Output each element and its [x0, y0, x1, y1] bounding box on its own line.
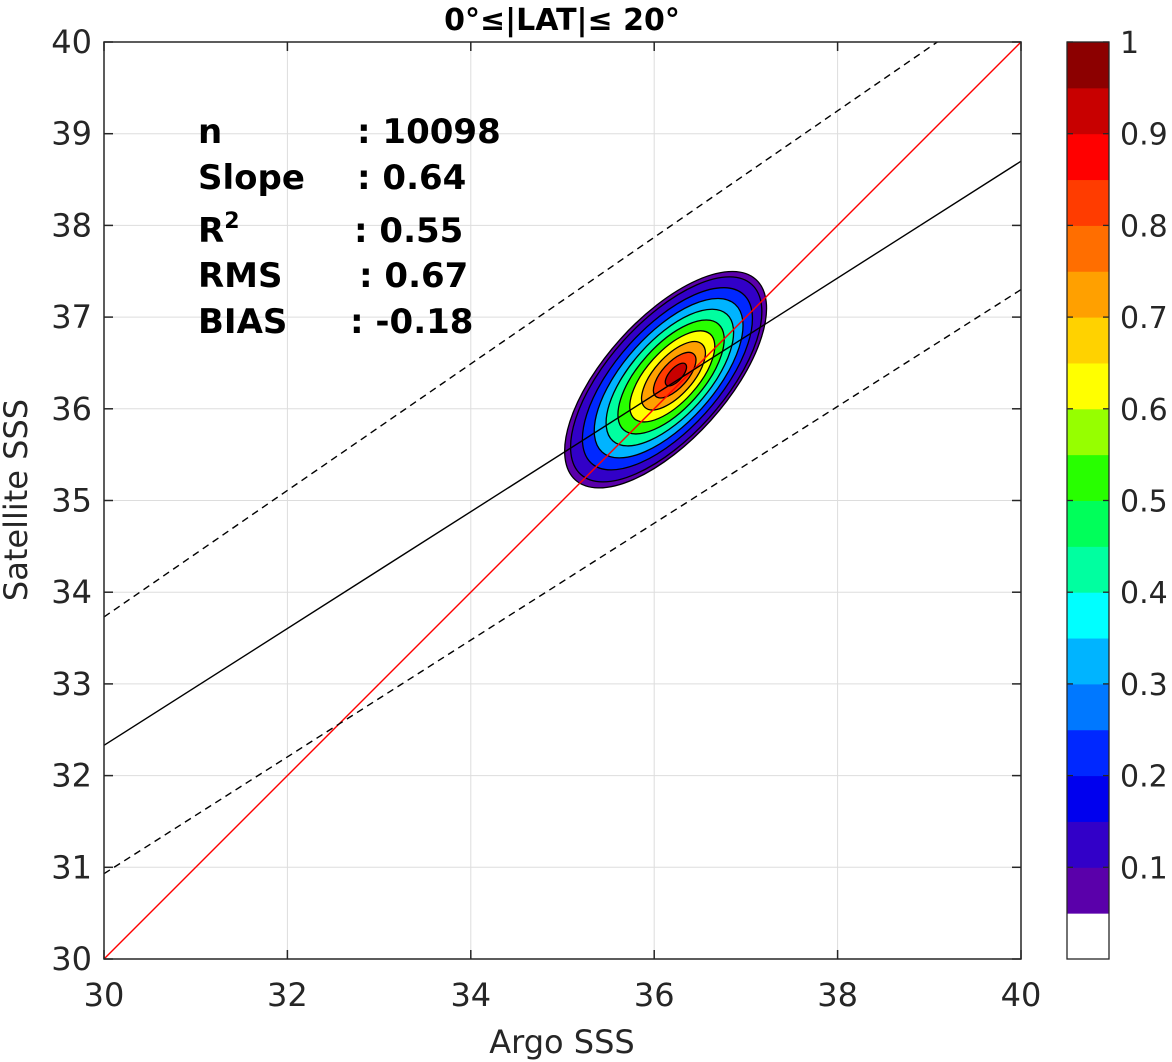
density-contours — [564, 270, 768, 489]
colorbar-segment — [1067, 867, 1109, 914]
y-axis-label: Satellite SSS — [0, 399, 35, 601]
colorbar-segment — [1067, 821, 1109, 868]
colorbar-tick-label: 1 — [1120, 26, 1139, 61]
x-tick-label: 30 — [84, 976, 125, 1014]
stat-label: RMS — [198, 256, 283, 296]
y-tick-label: 38 — [51, 206, 92, 244]
lower-bound-line — [104, 288, 1021, 875]
colorbar-segment — [1067, 913, 1109, 960]
colorbar-segment — [1067, 454, 1109, 501]
colorbar-segment — [1067, 87, 1109, 135]
y-tick-label: 39 — [51, 115, 92, 153]
colorbar-tick-label: 0.3 — [1120, 668, 1168, 703]
x-tick-label: 40 — [1001, 976, 1042, 1014]
colorbar-tick-label: 0.4 — [1120, 576, 1168, 611]
colorbar-segment — [1067, 775, 1109, 822]
y-tick-label: 37 — [51, 298, 92, 336]
colorbar-segment — [1067, 638, 1109, 685]
colorbar-tick-label: 0.2 — [1120, 760, 1168, 795]
upper-bound-line — [104, 42, 939, 618]
regression-line — [104, 160, 1021, 746]
colorbar-segment — [1067, 179, 1109, 226]
colorbar-segment — [1067, 317, 1109, 364]
colorbar-segment — [1067, 408, 1109, 456]
colorbar-segment — [1067, 592, 1109, 639]
colorbar: 0.1 0.2 0.3 0.4 0.5 0.6 0.7 0.8 0.9 1 — [1066, 26, 1168, 960]
y-tick-label: 31 — [51, 848, 92, 886]
stat-label: Slope — [198, 158, 305, 198]
colorbar-segment — [1067, 546, 1109, 593]
colorbar-tick-label: 0.8 — [1120, 209, 1168, 244]
colorbar-segment — [1067, 729, 1109, 777]
colorbar-segment — [1067, 683, 1109, 731]
y-tick-label: 30 — [51, 940, 92, 978]
one-to-one-line — [104, 42, 1021, 959]
colorbar-tick-label: 0.7 — [1120, 301, 1168, 336]
y-tick-label: 33 — [51, 665, 92, 703]
stat-value: : -0.18 — [350, 302, 473, 342]
colorbar-segment — [1067, 362, 1109, 410]
stat-label: n — [198, 112, 222, 152]
colorbar-tick-label: 0.9 — [1120, 118, 1168, 153]
chart-title: 0°≤|LAT|≤ 20° — [444, 3, 680, 38]
y-tick-label: 36 — [51, 390, 92, 428]
x-tick-label: 32 — [267, 976, 308, 1014]
y-tick-label: 35 — [51, 482, 92, 520]
contour-level — [664, 362, 688, 387]
stat-value: : 0.64 — [357, 158, 466, 198]
colorbar-tick-label: 0.1 — [1120, 851, 1168, 886]
stat-value: : 0.55 — [354, 211, 463, 251]
y-tick-label: 34 — [51, 573, 92, 611]
stat-label-superscript: 2 — [224, 209, 239, 234]
colorbar-tick-label: 0.5 — [1120, 485, 1168, 520]
colorbar-segment — [1067, 133, 1109, 181]
x-tick-label: 36 — [634, 976, 675, 1014]
stat-value: : 0.67 — [359, 256, 468, 296]
reference-lines — [104, 42, 1021, 959]
colorbar-segment — [1067, 500, 1109, 547]
y-tick-label: 40 — [51, 23, 92, 61]
stat-label: R2 — [198, 209, 240, 251]
stat-label: BIAS — [198, 302, 287, 342]
axis-ticks: 30 32 34 36 38 40 30 31 32 33 34 35 36 37 38 39 40 — [51, 23, 1041, 1014]
x-tick-label: 34 — [450, 976, 491, 1014]
y-tick-label: 32 — [51, 757, 92, 795]
colorbar-segment — [1067, 42, 1109, 89]
statistics-box: n : 10098 Slope : 0.64 R2 : 0.55 RMS : 0.67 BIAS… — [198, 112, 501, 342]
colorbar-tick-label: 0.6 — [1120, 393, 1168, 428]
stat-value: : 10098 — [357, 112, 501, 152]
colorbar-segment — [1067, 225, 1109, 272]
x-axis-label: Argo SSS — [489, 1023, 634, 1061]
x-tick-label: 38 — [817, 976, 858, 1014]
colorbar-segment — [1067, 271, 1109, 318]
